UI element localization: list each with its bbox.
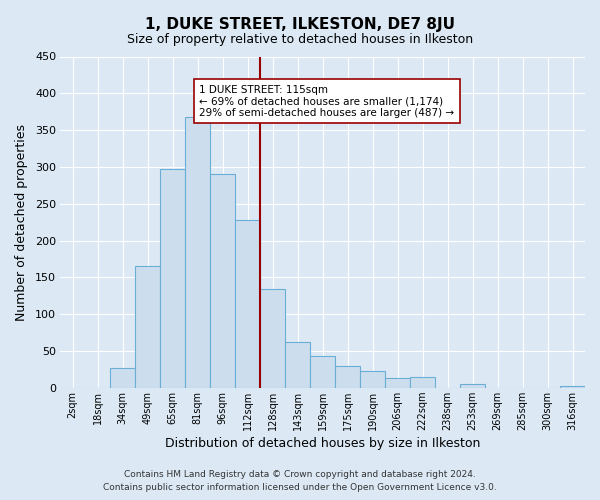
Bar: [335, 366, 360, 388]
Bar: [160, 169, 185, 388]
Bar: [260, 289, 285, 388]
Bar: [210, 174, 235, 388]
X-axis label: Distribution of detached houses by size in Ilkeston: Distribution of detached houses by size …: [165, 437, 481, 450]
Bar: [360, 371, 385, 388]
Bar: [135, 266, 160, 388]
Text: Size of property relative to detached houses in Ilkeston: Size of property relative to detached ho…: [127, 32, 473, 46]
Bar: [185, 117, 210, 388]
Bar: [410, 376, 435, 388]
Bar: [235, 220, 260, 388]
Bar: [560, 386, 585, 388]
Bar: [310, 356, 335, 388]
Text: Contains HM Land Registry data © Crown copyright and database right 2024.
Contai: Contains HM Land Registry data © Crown c…: [103, 470, 497, 492]
Bar: [110, 368, 135, 388]
Bar: [285, 342, 310, 388]
Y-axis label: Number of detached properties: Number of detached properties: [15, 124, 28, 320]
Bar: [460, 384, 485, 388]
Text: 1 DUKE STREET: 115sqm
← 69% of detached houses are smaller (1,174)
29% of semi-d: 1 DUKE STREET: 115sqm ← 69% of detached …: [199, 84, 454, 118]
Text: 1, DUKE STREET, ILKESTON, DE7 8JU: 1, DUKE STREET, ILKESTON, DE7 8JU: [145, 18, 455, 32]
Bar: [385, 378, 410, 388]
